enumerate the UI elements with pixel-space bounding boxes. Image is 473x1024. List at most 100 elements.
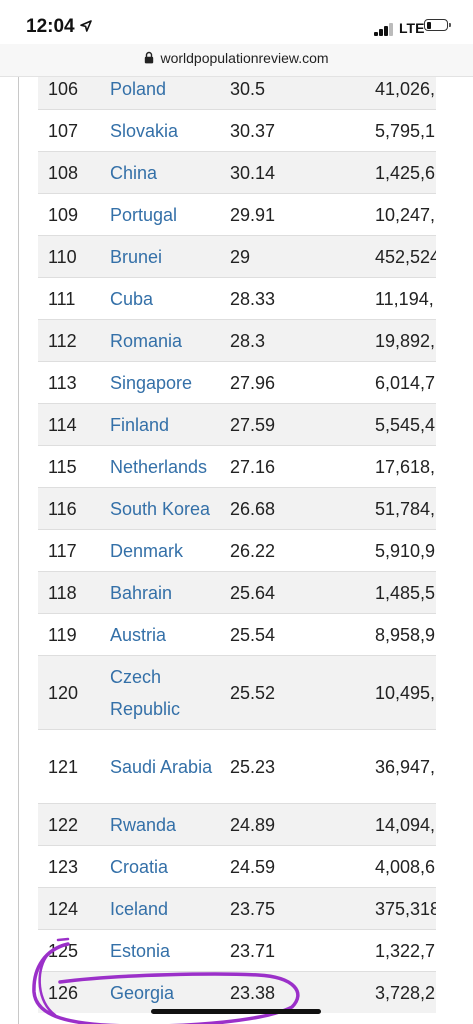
rank-cell: 122 (48, 814, 79, 835)
cellular-signal-icon (374, 22, 394, 36)
rank-cell: 106 (48, 78, 79, 99)
table-row: 123 Croatia 24.59 4,008,6 (38, 845, 436, 887)
population-cell: 19,892, (375, 330, 436, 351)
population-cell: 6,014,7 (375, 372, 436, 393)
value-cell: 27.59 (230, 414, 276, 435)
population-cell: 10,247, (375, 204, 436, 225)
country-link[interactable]: Cuba (110, 288, 154, 309)
rank-cell: 124 (48, 898, 79, 919)
rank-cell: 110 (48, 246, 77, 267)
rank-cell: 112 (48, 330, 77, 351)
population-cell: 51,784, (375, 498, 436, 519)
table-row: 119 Austria 25.54 8,958,9 (38, 613, 436, 655)
country-link[interactable]: Saudi Arabia (110, 756, 213, 777)
value-cell: 25.64 (230, 582, 276, 603)
rank-cell: 121 (48, 756, 79, 777)
country-link[interactable]: Poland (110, 78, 167, 99)
rank-cell: 113 (48, 372, 77, 393)
rank-cell: 125 (48, 940, 79, 961)
page-border (18, 77, 19, 1024)
value-cell: 23.71 (230, 940, 276, 961)
population-cell: 41,026, (375, 78, 436, 99)
population-cell: 11,194, (375, 288, 434, 309)
population-cell: 10,495, (375, 682, 436, 703)
population-cell: 5,545,4 (375, 414, 436, 435)
value-cell: 30.14 (230, 162, 276, 183)
table-row: 107 Slovakia 30.37 5,795,1 (38, 109, 436, 151)
value-cell: 27.16 (230, 456, 276, 477)
country-link[interactable]: Czech Republic (110, 666, 181, 719)
table-row: 121 Saudi Arabia 25.23 36,947, (38, 729, 436, 803)
population-cell: 5,910,9 (375, 540, 436, 561)
country-link[interactable]: Brunei (110, 246, 163, 267)
address-bar[interactable]: worldpopulationreview.com (0, 44, 473, 77)
value-cell: 26.22 (230, 540, 276, 561)
lock-icon (145, 51, 154, 64)
ranking-table: 106 Poland 30.5 41,026, 107 Slovakia 30.37 5,79… (38, 77, 436, 1013)
page-content[interactable]: 106 Poland 30.5 41,026, 107 Slovakia 30.37 5,79… (0, 77, 473, 1024)
value-cell: 29 (230, 246, 251, 267)
population-cell: 36,947, (375, 756, 436, 777)
rank-cell: 117 (48, 540, 77, 561)
network-type: LTE (399, 20, 425, 36)
population-cell: 1,485,5 (375, 582, 436, 603)
table-row: 110 Brunei 29 452,524 (38, 235, 436, 277)
country-link[interactable]: Romania (110, 330, 183, 351)
population-cell: 1,322,7 (375, 940, 436, 961)
table-row: 115 Netherlands 27.16 17,618, (38, 445, 436, 487)
rank-cell: 107 (48, 120, 79, 141)
battery-icon (424, 19, 448, 31)
rank-cell: 114 (48, 414, 77, 435)
value-cell: 25.23 (230, 756, 276, 777)
country-link[interactable]: Rwanda (110, 814, 177, 835)
status-bar: 12:04 LTE (0, 0, 473, 44)
url-display[interactable]: worldpopulationreview.com (0, 50, 473, 66)
country-link[interactable]: South Korea (110, 498, 211, 519)
country-link[interactable]: Portugal (110, 204, 178, 225)
value-cell: 30.37 (230, 120, 276, 141)
population-cell: 375,318 (375, 898, 436, 919)
table-row: 124 Iceland 23.75 375,318 (38, 887, 436, 929)
table-row: 118 Bahrain 25.64 1,485,5 (38, 571, 436, 613)
rank-cell: 111 (48, 288, 76, 309)
table-row: 108 China 30.14 1,425,6 (38, 151, 436, 193)
rank-cell: 108 (48, 162, 79, 183)
rank-cell: 126 (48, 982, 79, 1003)
status-time: 12:04 (26, 16, 75, 37)
country-link[interactable]: Austria (110, 624, 167, 645)
country-link[interactable]: Slovakia (110, 120, 179, 141)
rank-cell: 109 (48, 204, 79, 225)
country-link[interactable]: Singapore (110, 372, 193, 393)
country-link[interactable]: Netherlands (110, 456, 208, 477)
value-cell: 26.68 (230, 498, 276, 519)
country-link[interactable]: Georgia (110, 982, 175, 1003)
table-row: 111 Cuba 28.33 11,194, (38, 277, 436, 319)
value-cell: 24.59 (230, 856, 276, 877)
value-cell: 27.96 (230, 372, 276, 393)
table-row: 112 Romania 28.3 19,892, (38, 319, 436, 361)
url-text: worldpopulationreview.com (160, 50, 329, 66)
value-cell: 29.91 (230, 204, 276, 225)
home-indicator[interactable] (151, 1009, 321, 1014)
value-cell: 24.89 (230, 814, 276, 835)
country-link[interactable]: China (110, 162, 158, 183)
country-link[interactable]: Bahrain (110, 582, 173, 603)
rank-cell: 116 (48, 498, 77, 519)
table-row: 109 Portugal 29.91 10,247, (38, 193, 436, 235)
table-row: 122 Rwanda 24.89 14,094, (38, 803, 436, 845)
population-cell: 17,618, (375, 456, 436, 477)
country-link[interactable]: Denmark (110, 540, 184, 561)
table-row: 113 Singapore 27.96 6,014,7 (38, 361, 436, 403)
population-cell: 3,728,2 (375, 982, 436, 1003)
country-link[interactable]: Croatia (110, 856, 169, 877)
population-cell: 14,094, (375, 814, 436, 835)
country-link[interactable]: Iceland (110, 898, 169, 919)
population-cell: 452,524 (375, 246, 436, 267)
battery-cap (449, 23, 451, 27)
value-cell: 28.3 (230, 330, 266, 351)
rank-cell: 119 (48, 624, 77, 645)
table-row: 106 Poland 30.5 41,026, (38, 77, 436, 109)
location-arrow-icon (80, 20, 92, 32)
country-link[interactable]: Finland (110, 414, 170, 435)
country-link[interactable]: Estonia (110, 940, 171, 961)
